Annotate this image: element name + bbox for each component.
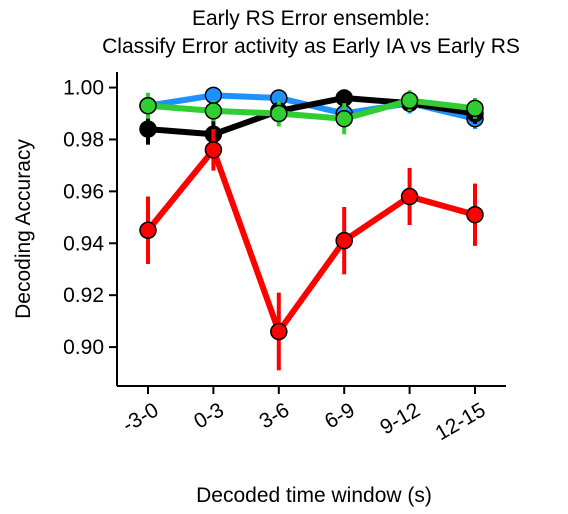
series-line [147,97,476,122]
x-tick-label: 9-12 [376,398,424,439]
series-3 [139,90,484,135]
y-tick-label: 0.94 [63,232,104,255]
x-tick-label: 0-3 [190,398,228,433]
y-tick-label: 0.90 [63,336,104,359]
data-point [400,91,419,110]
data-point [139,96,157,115]
x-ticks: -3-0 0-3 3-6 6-9 9-12 12-15 [119,386,490,445]
data-point [139,120,157,138]
data-point [466,205,484,224]
data-point [204,102,223,120]
data-point [466,99,484,118]
series-line [145,146,476,335]
x-axis-label: Decoded time window (s) [196,484,432,507]
plot-area [139,86,484,371]
y-tick-label: 0.96 [63,180,104,203]
data-point [270,322,288,341]
chart-title-line-2: Classify Error activity as Early IA vs E… [102,35,520,58]
chart-title-line-1: Early RS Error ensemble: [192,7,430,30]
data-point [139,221,157,240]
x-tick-label: 3-6 [256,398,294,433]
y-ticks: 0.90 0.92 0.94 0.96 0.98 1.00 [63,77,117,359]
x-tick-label: 12-15 [431,398,489,445]
data-point [400,187,419,206]
x-tick-label: 6-9 [321,398,359,433]
data-point [335,109,353,128]
series-line [147,94,476,138]
data-point [270,104,288,123]
series-2 [139,129,484,371]
data-point [335,231,353,250]
y-tick-label: 0.98 [63,128,104,151]
data-point [204,141,223,159]
y-axis-label: Decoding Accuracy [12,139,35,319]
y-tick-label: 1.00 [63,77,104,100]
x-tick-label: -3-0 [119,398,163,437]
y-tick-label: 0.92 [63,284,104,307]
